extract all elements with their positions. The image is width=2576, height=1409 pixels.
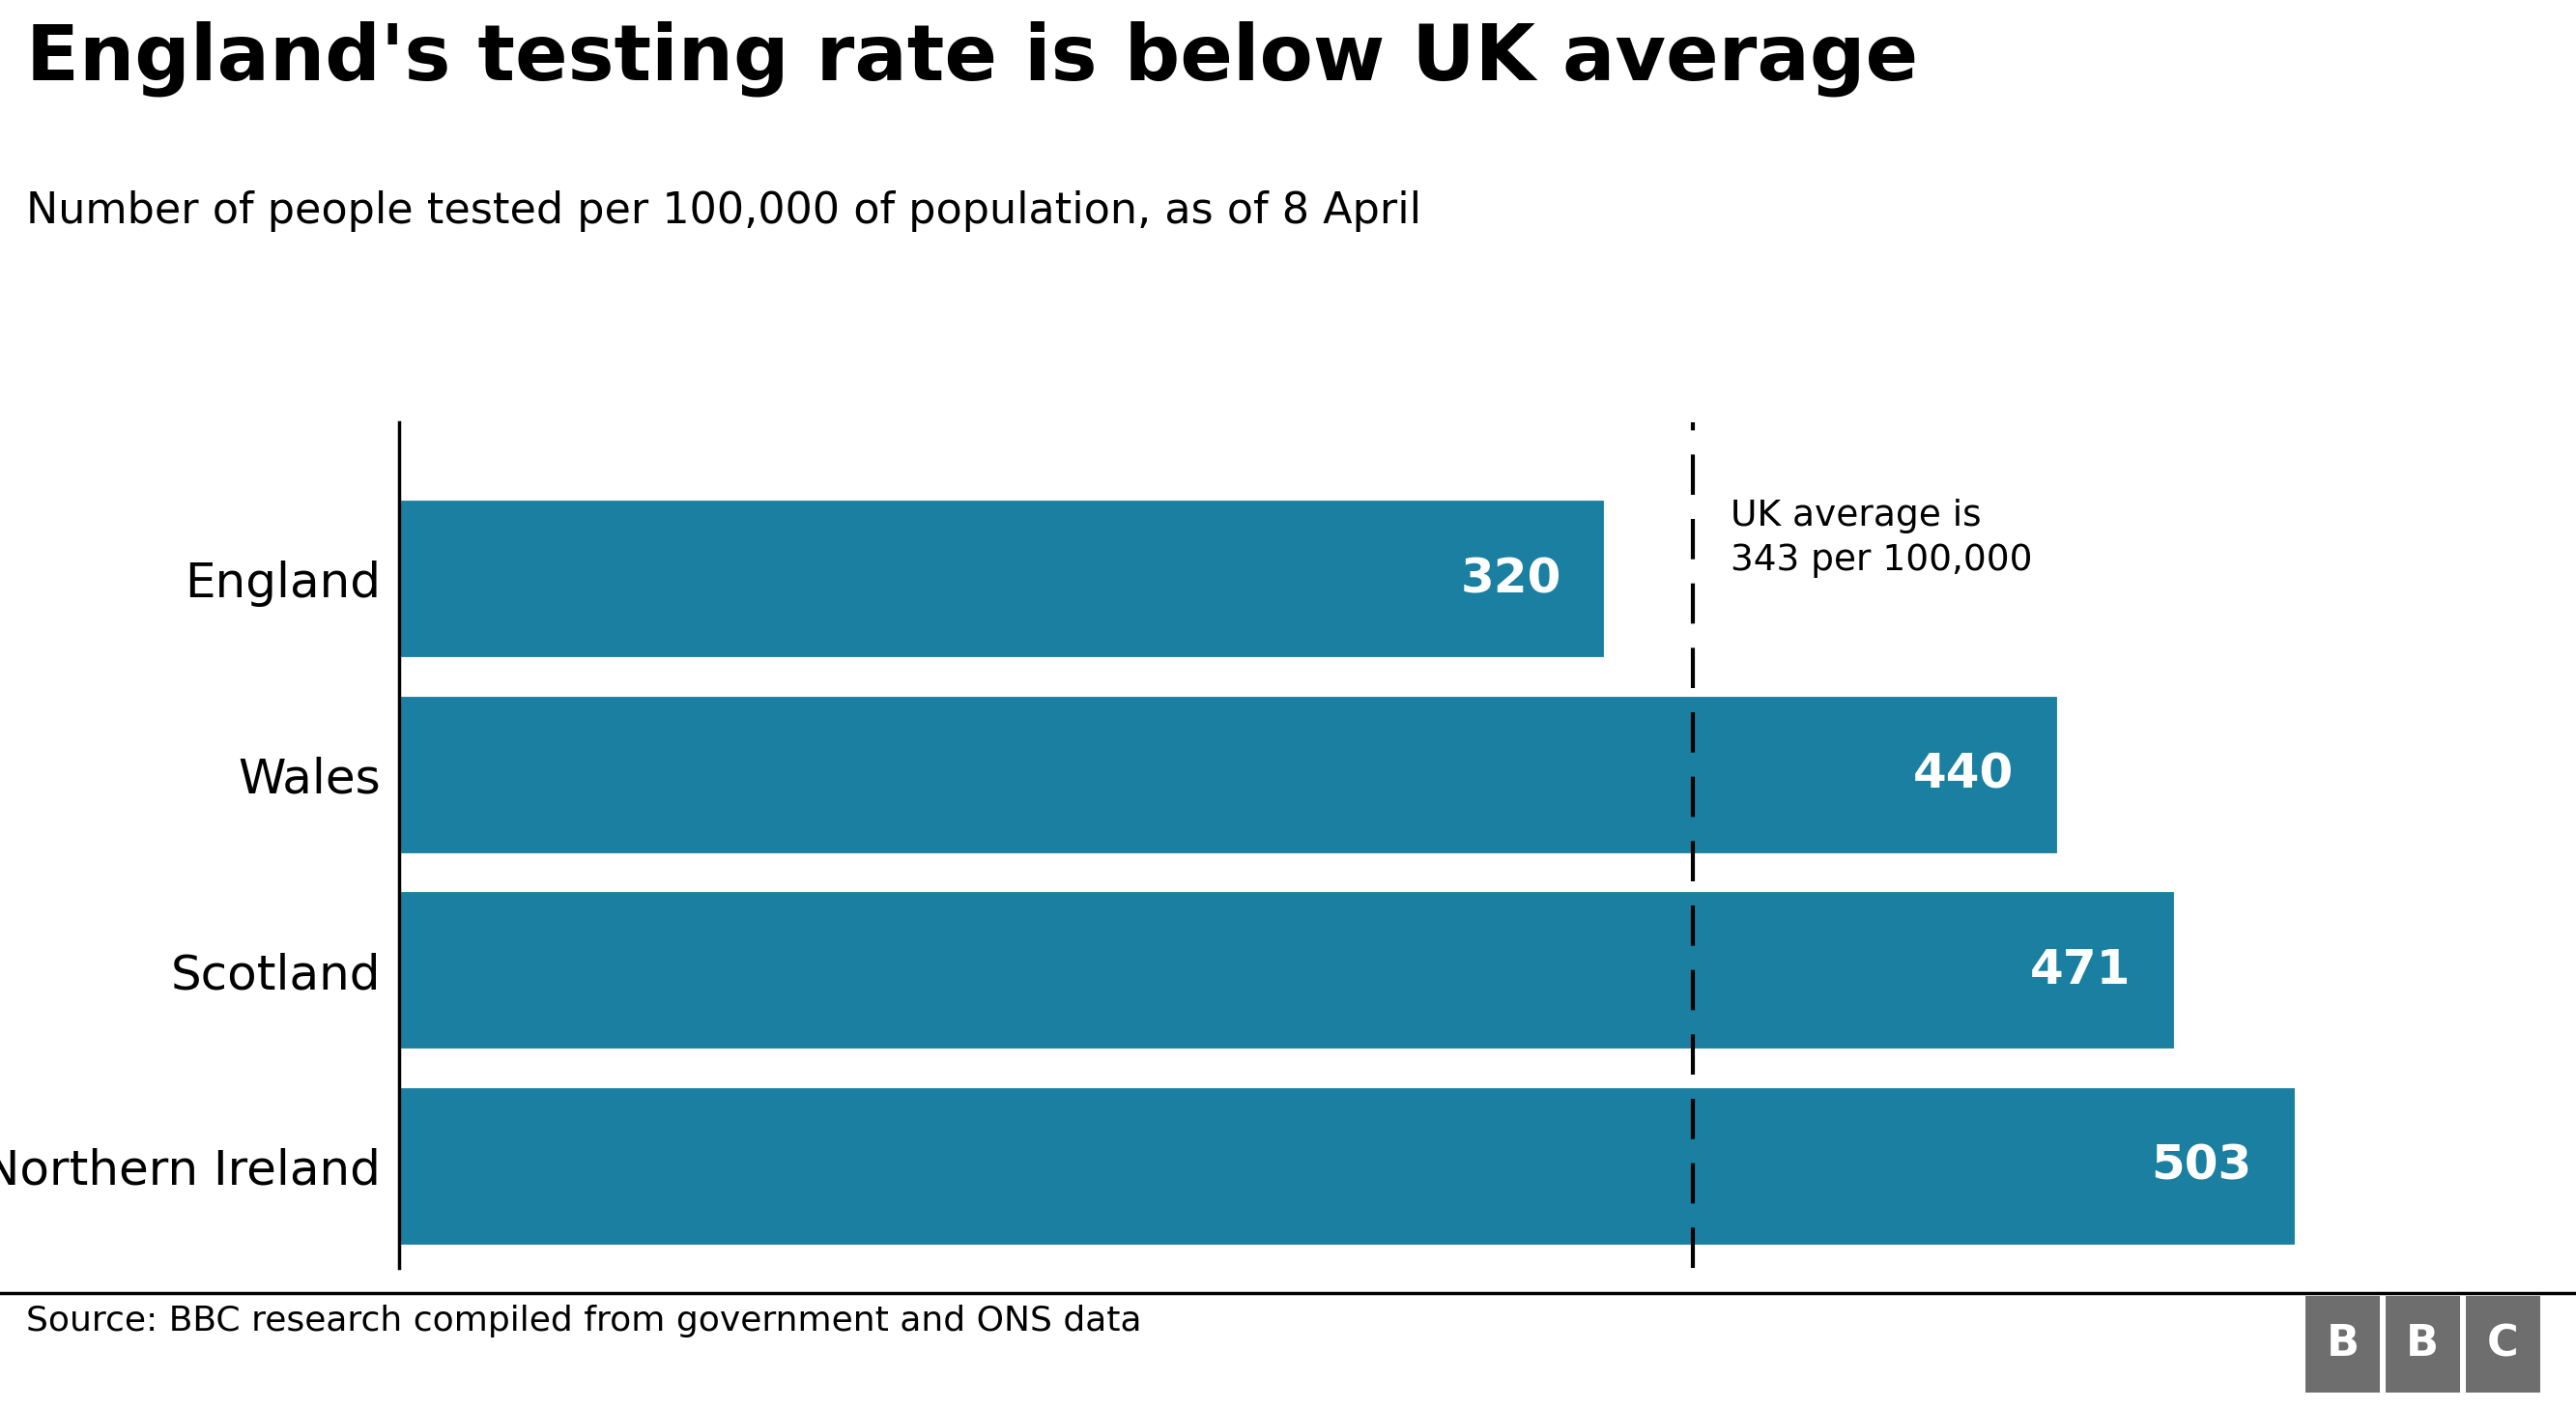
Bar [399,695,2058,855]
Bar [2306,1296,2380,1392]
Text: 440: 440 [1914,752,2014,797]
Bar [399,1086,2298,1247]
Text: B: B [2326,1323,2360,1365]
Bar [399,890,2177,1051]
Text: C: C [2486,1323,2519,1365]
Text: 320: 320 [1461,557,1561,603]
Text: B: B [2406,1323,2439,1365]
Bar [2465,1296,2540,1392]
Text: 503: 503 [2151,1143,2251,1189]
Text: Source: BBC research compiled from government and ONS data: Source: BBC research compiled from gover… [26,1305,1141,1337]
Text: 471: 471 [2030,947,2130,993]
Bar [2385,1296,2460,1392]
Text: UK average is
343 per 100,000: UK average is 343 per 100,000 [1731,499,2032,578]
Bar [399,499,1607,659]
Text: Number of people tested per 100,000 of population, as of 8 April: Number of people tested per 100,000 of p… [26,190,1422,231]
Text: England's testing rate is below UK average: England's testing rate is below UK avera… [26,21,1917,97]
